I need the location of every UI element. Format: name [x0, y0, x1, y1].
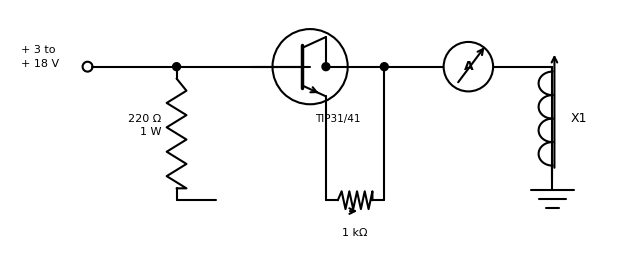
Text: 1 kΩ: 1 kΩ	[342, 228, 368, 238]
Text: TIP31/41: TIP31/41	[315, 114, 360, 124]
Circle shape	[380, 63, 388, 71]
Text: A: A	[463, 60, 473, 73]
Text: + 3 to
+ 18 V: + 3 to + 18 V	[21, 45, 60, 69]
Circle shape	[322, 63, 330, 71]
Circle shape	[444, 42, 493, 91]
Text: 220 Ω
1 W: 220 Ω 1 W	[129, 114, 162, 137]
Text: X1: X1	[570, 112, 587, 125]
Circle shape	[173, 63, 180, 71]
